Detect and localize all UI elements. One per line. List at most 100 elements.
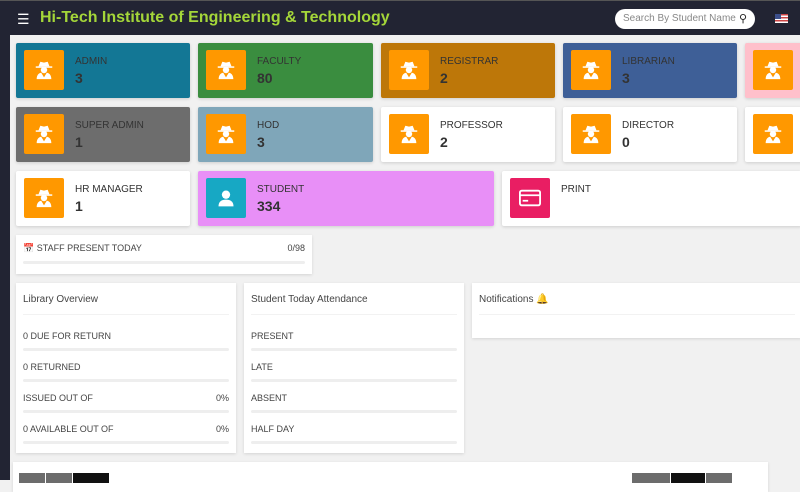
card-value: 2 bbox=[440, 134, 448, 150]
attendance-title: Student Today Attendance bbox=[251, 294, 368, 305]
top-navbar: ☰ Hi-Tech Institute of Engineering & Tec… bbox=[0, 0, 800, 35]
spy-icon bbox=[753, 50, 793, 90]
card-hr-manager[interactable]: HR MANAGER 1 bbox=[16, 171, 190, 226]
row-label: ABSENT bbox=[251, 393, 288, 403]
card-label: LIBRARIAN bbox=[622, 56, 675, 67]
student-search-input[interactable]: Search By Student Name ⚲ bbox=[615, 9, 755, 29]
card-label: PRINT bbox=[561, 184, 591, 195]
calendar-next-button[interactable] bbox=[46, 473, 72, 483]
library-row: ISSUED OUT OF 0% bbox=[23, 393, 229, 403]
card-label: DIRECTOR bbox=[622, 120, 675, 131]
card-registrar[interactable]: REGISTRAR 2 bbox=[381, 43, 555, 98]
staff-present-panel: 📅 STAFF PRESENT TODAY 0/98 bbox=[16, 235, 312, 274]
search-placeholder: Search By Student Name bbox=[623, 13, 736, 24]
notifications-title: Notifications bbox=[479, 294, 534, 305]
card-hod[interactable]: HOD 3 bbox=[198, 107, 373, 162]
row-label: PRESENT bbox=[251, 331, 294, 341]
calendar-month-button[interactable] bbox=[632, 473, 670, 483]
library-row: 0 AVAILABLE OUT OF 0% bbox=[23, 424, 229, 434]
card-faculty[interactable]: FACULTY 80 bbox=[198, 43, 373, 98]
spy-icon bbox=[389, 114, 429, 154]
card-value: 1 bbox=[75, 198, 83, 214]
card-director[interactable]: DIRECTOR 0 bbox=[563, 107, 737, 162]
card-librarian[interactable]: LIBRARIAN 3 bbox=[563, 43, 737, 98]
spy-icon bbox=[206, 114, 246, 154]
row-label: 0 DUE FOR RETURN bbox=[23, 331, 112, 341]
spy-icon bbox=[24, 50, 64, 90]
user-icon bbox=[206, 178, 246, 218]
row-label: 0 AVAILABLE OUT OF bbox=[23, 424, 114, 434]
library-overview-panel: Library Overview 0 DUE FOR RETURN 0 RETUR… bbox=[16, 283, 236, 453]
calendar-today-button[interactable] bbox=[73, 473, 109, 483]
card-print[interactable]: PRINT bbox=[502, 171, 800, 226]
attendance-row: ABSENT bbox=[251, 393, 457, 403]
search-icon[interactable]: ⚲ bbox=[738, 13, 747, 25]
row-percent: 0% bbox=[215, 424, 229, 434]
calendar-week-button[interactable] bbox=[671, 473, 705, 483]
calendar-prev-button[interactable] bbox=[19, 473, 45, 483]
spy-icon bbox=[206, 50, 246, 90]
card-value: 334 bbox=[257, 198, 281, 214]
spy-icon bbox=[571, 114, 611, 154]
spy-icon bbox=[24, 178, 64, 218]
card-blank[interactable] bbox=[745, 43, 800, 98]
calendar-icon: 📅 bbox=[23, 243, 35, 253]
spy-icon bbox=[571, 50, 611, 90]
library-progress-bar bbox=[23, 441, 229, 444]
card-value: 0 bbox=[622, 134, 630, 150]
library-row: 0 DUE FOR RETURN bbox=[23, 331, 229, 341]
staff-present-value: 0/98 bbox=[287, 243, 305, 253]
credit-card-icon bbox=[510, 178, 550, 218]
card-label: SUPER ADMIN bbox=[75, 120, 144, 131]
attendance-progress-bar bbox=[251, 410, 457, 413]
sidebar bbox=[0, 35, 10, 480]
hamburger-menu-icon[interactable]: ☰ bbox=[17, 11, 30, 27]
notifications-panel: Notifications 🔔 bbox=[472, 283, 800, 338]
card-label: REGISTRAR bbox=[440, 56, 499, 67]
card-admin[interactable]: ADMIN 3 bbox=[16, 43, 190, 98]
calendar-panel bbox=[13, 462, 768, 492]
card-value: 1 bbox=[75, 134, 83, 150]
attendance-row: HALF DAY bbox=[251, 424, 457, 434]
attendance-progress-bar bbox=[251, 441, 457, 444]
card-label: FACULTY bbox=[257, 56, 302, 67]
card-value: 3 bbox=[257, 134, 265, 150]
attendance-progress-bar bbox=[251, 348, 457, 351]
card-label: PROFESSOR bbox=[440, 120, 503, 131]
calendar-day-button[interactable] bbox=[706, 473, 732, 483]
row-label: HALF DAY bbox=[251, 424, 295, 434]
library-row: 0 RETURNED bbox=[23, 362, 229, 372]
card-value: 3 bbox=[75, 70, 83, 86]
library-progress-bar bbox=[23, 348, 229, 351]
attendance-row: PRESENT bbox=[251, 331, 457, 341]
row-label: 0 RETURNED bbox=[23, 362, 81, 372]
row-label: ISSUED OUT OF bbox=[23, 393, 93, 403]
spy-icon bbox=[753, 114, 793, 154]
library-progress-bar bbox=[23, 410, 229, 413]
library-title: Library Overview bbox=[23, 294, 99, 305]
row-label: LATE bbox=[251, 362, 273, 372]
bell-icon: 🔔 bbox=[536, 294, 549, 305]
library-progress-bar bbox=[23, 379, 229, 382]
institute-title: Hi-Tech Institute of Engineering & Techn… bbox=[40, 9, 390, 26]
card-label: HOD bbox=[257, 120, 280, 131]
card-label: ADMIN bbox=[75, 56, 108, 67]
attendance-progress-bar bbox=[251, 379, 457, 382]
card-blank[interactable] bbox=[745, 107, 800, 162]
card-value: 80 bbox=[257, 70, 273, 86]
card-label: HR MANAGER bbox=[75, 184, 143, 195]
card-value: 2 bbox=[440, 70, 448, 86]
card-label: STUDENT bbox=[257, 184, 305, 195]
card-super-admin[interactable]: SUPER ADMIN 1 bbox=[16, 107, 190, 162]
card-professor[interactable]: PROFESSOR 2 bbox=[381, 107, 555, 162]
card-student[interactable]: STUDENT 334 bbox=[198, 171, 494, 226]
card-value: 3 bbox=[622, 70, 630, 86]
spy-icon bbox=[389, 50, 429, 90]
us-flag-icon[interactable] bbox=[775, 14, 788, 23]
staff-progress-bar bbox=[23, 261, 305, 264]
spy-icon bbox=[24, 114, 64, 154]
staff-present-label: STAFF PRESENT TODAY bbox=[36, 243, 142, 253]
row-percent: 0% bbox=[215, 393, 229, 403]
attendance-row: LATE bbox=[251, 362, 457, 372]
attendance-panel: Student Today Attendance PRESENT LATE ABSE… bbox=[244, 283, 464, 453]
